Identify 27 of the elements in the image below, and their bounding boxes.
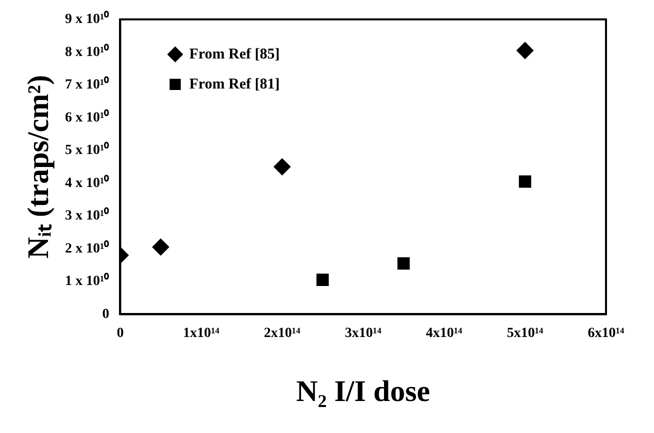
y-tick-label: 7 x 10¹⁰	[64, 76, 110, 93]
x-tick-label: 4x10¹⁴	[426, 326, 464, 342]
x-tick-label: 6x10¹⁴	[588, 326, 625, 342]
y-tick-label: 3 x 10¹⁰	[64, 206, 110, 224]
point	[397, 257, 410, 270]
x-tick-label: 5x10¹⁴	[506, 326, 544, 342]
y-tick-label: 8 x 10¹⁰	[64, 42, 110, 60]
y-tick-label: 5 x 10¹⁰	[64, 141, 110, 158]
legend-label: From Ref [81]	[189, 76, 280, 92]
y-tick-label: 6 x 10¹⁰	[64, 108, 110, 126]
y-tick-label: 2 x 10¹⁰	[64, 239, 110, 256]
x-tick-label: 1x10¹⁴	[182, 326, 220, 342]
point	[152, 238, 170, 256]
x-tick-label: 0	[116, 326, 124, 342]
y-tick-label: 9 x 10¹⁰	[64, 10, 110, 28]
point	[274, 158, 291, 176]
y-tick-label: 1 x 10¹⁰	[64, 272, 110, 290]
x-tick-label: 2x10¹⁴	[264, 326, 302, 342]
legend-label: From Ref [85]	[189, 46, 280, 62]
point	[316, 274, 329, 286]
x-tick-label: 3x10¹⁴	[344, 326, 382, 342]
y-tick-label: 4 x 10¹⁰	[64, 174, 110, 191]
x-axis-title: N₂ I/I dose	[296, 374, 430, 408]
point	[516, 42, 534, 60]
y-tick-label: 0	[102, 306, 110, 322]
y-axis-title: Nᵢₜ (traps/cm²)	[22, 74, 55, 259]
point	[518, 175, 532, 188]
